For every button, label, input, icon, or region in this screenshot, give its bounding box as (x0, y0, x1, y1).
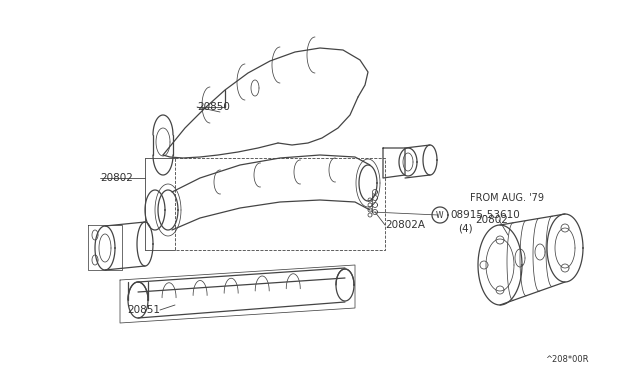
Text: 08915-53610: 08915-53610 (450, 210, 520, 220)
Text: 20802: 20802 (100, 173, 133, 183)
Text: 20850: 20850 (197, 102, 230, 112)
Text: W: W (436, 211, 444, 219)
Text: FROM AUG. '79: FROM AUG. '79 (470, 193, 544, 203)
Text: ^208*00R: ^208*00R (545, 356, 589, 365)
Text: 20802A: 20802A (385, 220, 425, 230)
Text: 20851: 20851 (127, 305, 160, 315)
Text: (4): (4) (458, 223, 472, 233)
Text: 20802: 20802 (475, 215, 508, 225)
